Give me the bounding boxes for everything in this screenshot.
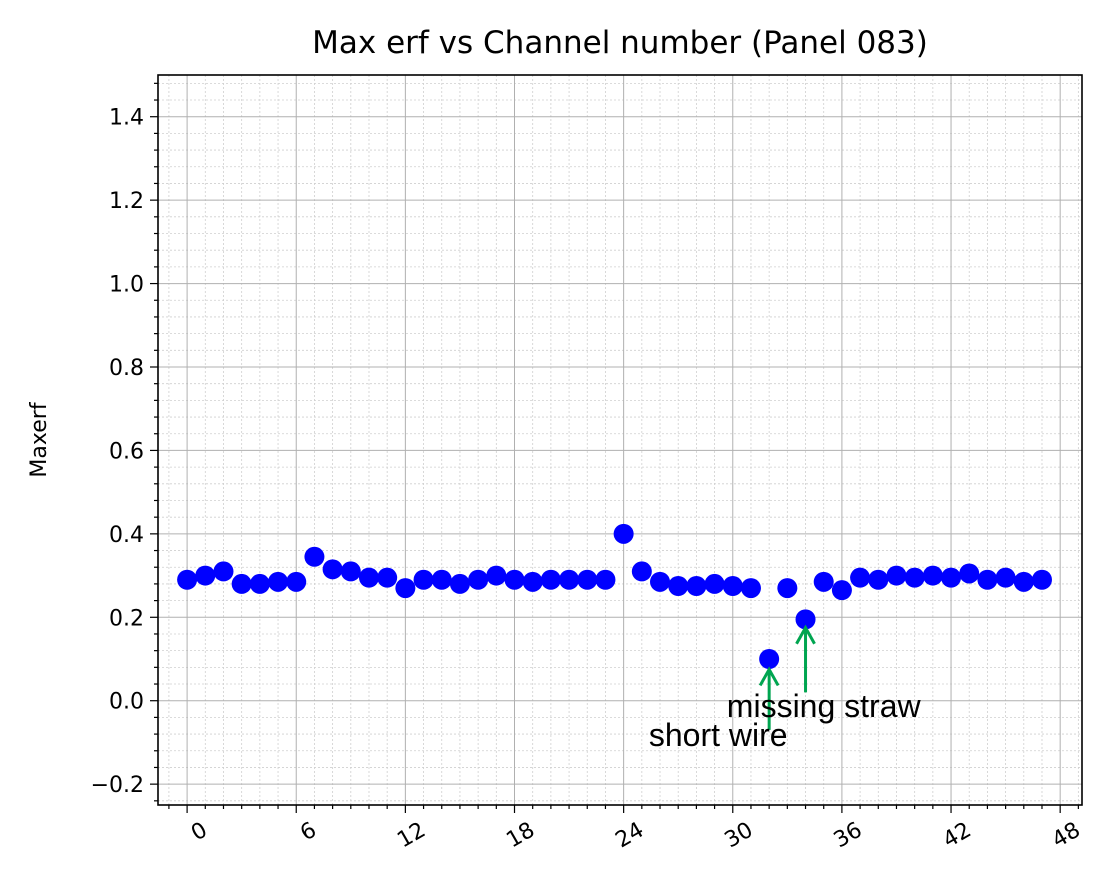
data-point xyxy=(213,561,234,582)
data-point xyxy=(304,546,325,567)
y-tick-label: −0.2 xyxy=(91,773,144,798)
data-point xyxy=(559,569,580,590)
data-point xyxy=(413,569,434,590)
x-tick-label: 18 xyxy=(502,818,539,854)
data-point xyxy=(868,569,889,590)
data-point xyxy=(941,567,962,588)
data-point xyxy=(358,567,379,588)
data-point xyxy=(886,565,907,586)
chart-title: Max erf vs Channel number (Panel 083) xyxy=(312,25,928,61)
data-point xyxy=(631,561,652,582)
data-point xyxy=(686,576,707,596)
x-tick-label: 12 xyxy=(393,818,430,854)
annotation-arrowhead xyxy=(758,666,780,687)
data-point xyxy=(740,578,761,599)
data-point xyxy=(595,569,616,590)
axis-ticks xyxy=(150,82,1079,813)
data-point xyxy=(540,569,561,590)
data-point xyxy=(668,576,689,596)
data-point xyxy=(1013,571,1034,592)
x-tick-label: 24 xyxy=(611,818,648,854)
annotation-label: short wire xyxy=(649,717,788,753)
data-point xyxy=(959,563,980,584)
data-point xyxy=(704,573,725,594)
data-points xyxy=(177,523,1052,669)
data-point xyxy=(777,578,798,599)
data-point xyxy=(504,569,525,590)
data-point xyxy=(813,571,834,592)
x-tick-label: 30 xyxy=(721,818,758,854)
y-tick-label: 1.2 xyxy=(109,189,144,214)
annotation-label: missing straw xyxy=(727,688,922,724)
data-point xyxy=(831,580,852,601)
data-point xyxy=(177,569,198,590)
data-point xyxy=(449,573,470,594)
y-tick-label: 0.6 xyxy=(109,439,144,464)
data-point xyxy=(195,565,216,586)
data-point xyxy=(650,571,671,592)
y-tick-label: 1.4 xyxy=(109,106,144,131)
x-tick-label: 36 xyxy=(830,818,867,854)
data-point xyxy=(431,569,452,590)
data-point xyxy=(249,573,270,594)
data-point xyxy=(1031,569,1052,590)
y-tick-label: 0.8 xyxy=(109,356,144,381)
data-point xyxy=(977,569,998,590)
data-point xyxy=(322,559,343,580)
data-point xyxy=(268,571,289,592)
x-tick-label: 48 xyxy=(1048,818,1085,854)
data-point xyxy=(613,523,634,544)
data-point xyxy=(522,571,543,592)
major-grid xyxy=(158,75,1082,805)
data-point xyxy=(722,576,743,596)
x-tick-label: 42 xyxy=(939,818,976,854)
data-point xyxy=(486,565,507,586)
data-point xyxy=(850,567,871,588)
y-tick-label: 1.0 xyxy=(109,273,144,298)
y-axis-tick-labels: −0.2 0.0 0.2 0.4 0.6 0.8 1.0 1.2 1.4 xyxy=(91,106,144,798)
data-point xyxy=(395,578,416,599)
data-point xyxy=(577,569,598,590)
annotation-arrowhead xyxy=(795,624,816,645)
data-point xyxy=(904,567,925,588)
data-point xyxy=(340,561,361,582)
y-axis-label: Maxerf xyxy=(27,401,52,477)
data-point xyxy=(377,567,398,588)
x-axis-tick-labels: 0 6 12 18 24 30 36 42 48 xyxy=(187,818,1085,854)
data-point xyxy=(286,571,307,592)
y-tick-label: 0.0 xyxy=(109,690,144,715)
data-point xyxy=(231,573,252,594)
y-tick-label: 0.4 xyxy=(109,523,144,548)
data-point xyxy=(922,565,943,586)
data-point xyxy=(468,569,489,590)
plot-frame xyxy=(157,74,1083,806)
y-tick-label: 0.2 xyxy=(109,606,144,631)
x-tick-label: 0 xyxy=(187,818,212,847)
x-tick-label: 6 xyxy=(296,818,321,847)
data-point xyxy=(995,567,1016,588)
data-point xyxy=(759,649,780,669)
minor-grid xyxy=(158,75,1082,805)
data-point xyxy=(795,609,816,630)
